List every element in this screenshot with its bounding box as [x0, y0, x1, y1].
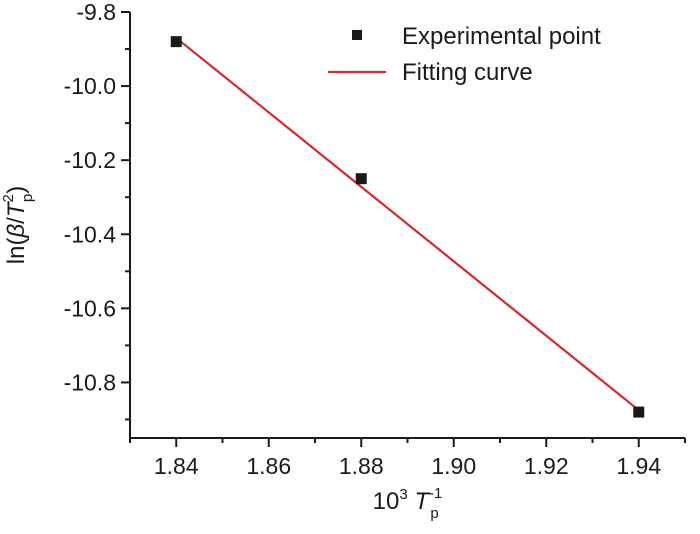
y-tick-label: -10.2 — [64, 147, 116, 173]
axis-labels: 103 T-1 p ln(β/T2 p) — [0, 186, 442, 522]
x-tick-label: 1.92 — [524, 453, 569, 479]
x-tick-label: 1.88 — [339, 453, 384, 479]
legend: Experimental point Fitting curve — [328, 23, 601, 86]
legend-marker-square — [352, 30, 362, 40]
y-tick-label: -9.8 — [76, 0, 116, 25]
y-axis-label-group: ln(β/T2 p) — [0, 186, 36, 264]
data-point — [170, 36, 182, 48]
y-tick-label: -10.0 — [64, 73, 116, 99]
y-tick-label: -10.8 — [64, 369, 116, 395]
data-point — [355, 173, 367, 185]
series — [170, 36, 645, 418]
y-tick-label: -10.4 — [64, 221, 117, 247]
x-axis-label: 103 T-1 p — [373, 485, 443, 522]
legend-label-experimental: Experimental point — [402, 23, 601, 50]
fitting-curve-line — [175, 37, 640, 412]
legend-label-fitting: Fitting curve — [402, 59, 533, 86]
y-axis-label: ln(β/T2 p) — [0, 186, 36, 264]
x-tick-label: 1.86 — [246, 453, 291, 479]
y-tick-label: -10.6 — [64, 295, 116, 321]
x-tick-label: 1.84 — [154, 453, 199, 479]
x-tick-label: 1.94 — [616, 453, 661, 479]
x-tick-label: 1.90 — [431, 453, 476, 479]
data-point — [633, 406, 645, 418]
ticks: 1.84 1.86 1.88 1.90 1.92 1.94 -9.8 -10.0 -10.2 -1… — [64, 0, 686, 479]
